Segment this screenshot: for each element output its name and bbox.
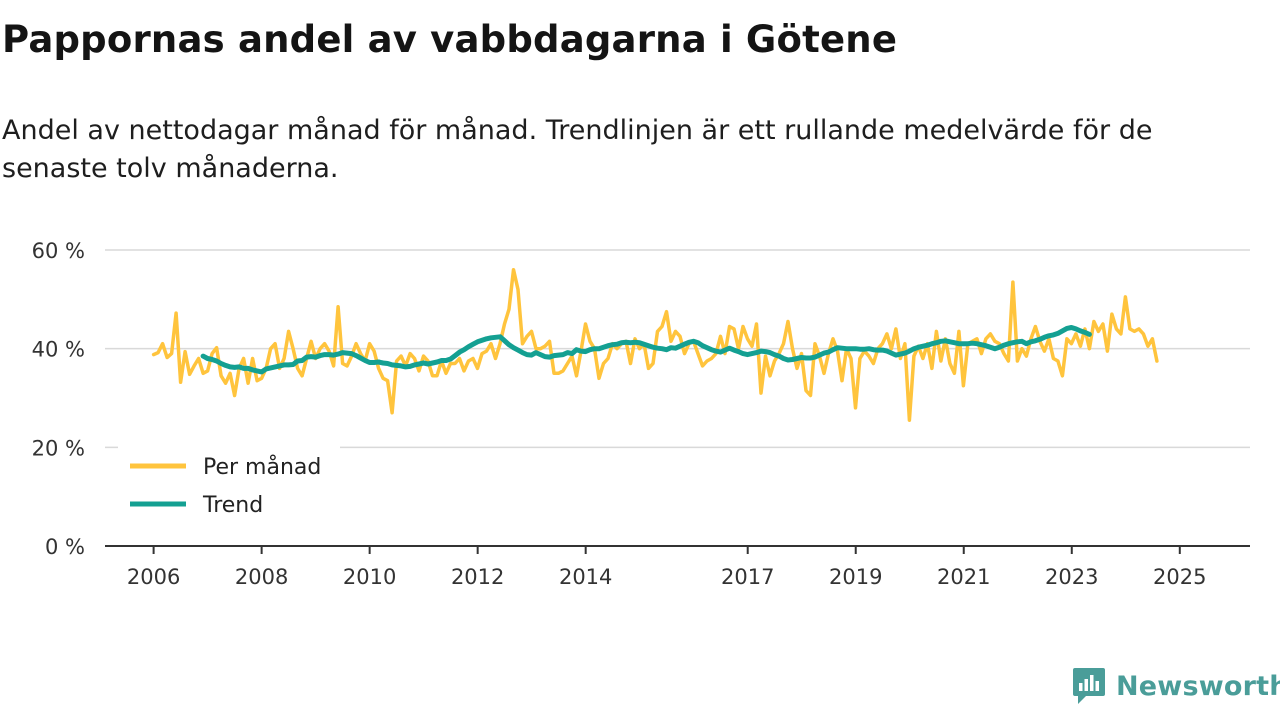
x-tick-label: 2014 xyxy=(559,565,612,589)
y-tick-label: 20 % xyxy=(32,436,85,460)
newsworthy-logo-icon xyxy=(1073,668,1105,704)
y-tick-label: 40 % xyxy=(32,338,85,362)
chart-subtitle: Andel av nettodagar månad för månad. Tre… xyxy=(2,115,1153,184)
x-tick-label: 2008 xyxy=(235,565,288,589)
y-tick-label: 0 % xyxy=(45,535,85,559)
series-lines xyxy=(151,267,1159,422)
legend-label: Per månad xyxy=(203,454,321,480)
x-tick-label: 2006 xyxy=(127,565,180,589)
x-axis: 2006 2008 2010 2012 2014 2017 2019 2021 2023 2025 xyxy=(105,545,1250,589)
x-tick-label: 2012 xyxy=(451,565,504,589)
chart-title: Pappornas andel av vabbdagarna i Götene xyxy=(2,18,898,61)
x-tick-label: 2010 xyxy=(343,565,396,589)
x-tick-label: 2019 xyxy=(829,565,882,589)
series-line-trend xyxy=(200,325,1092,375)
legend-label: Trend xyxy=(202,493,263,518)
legend-background xyxy=(118,446,340,524)
brand-logo: Newsworthy xyxy=(1072,664,1280,708)
x-tick-label: 2025 xyxy=(1153,565,1206,589)
legend: Per månad Trend xyxy=(118,446,340,524)
brand-name: Newsworthy xyxy=(1116,670,1280,702)
x-tick-label: 2023 xyxy=(1045,565,1098,589)
x-tick-label: 2021 xyxy=(937,565,990,589)
y-tick-label: 60 % xyxy=(32,239,85,263)
x-tick-label: 2017 xyxy=(721,565,774,589)
